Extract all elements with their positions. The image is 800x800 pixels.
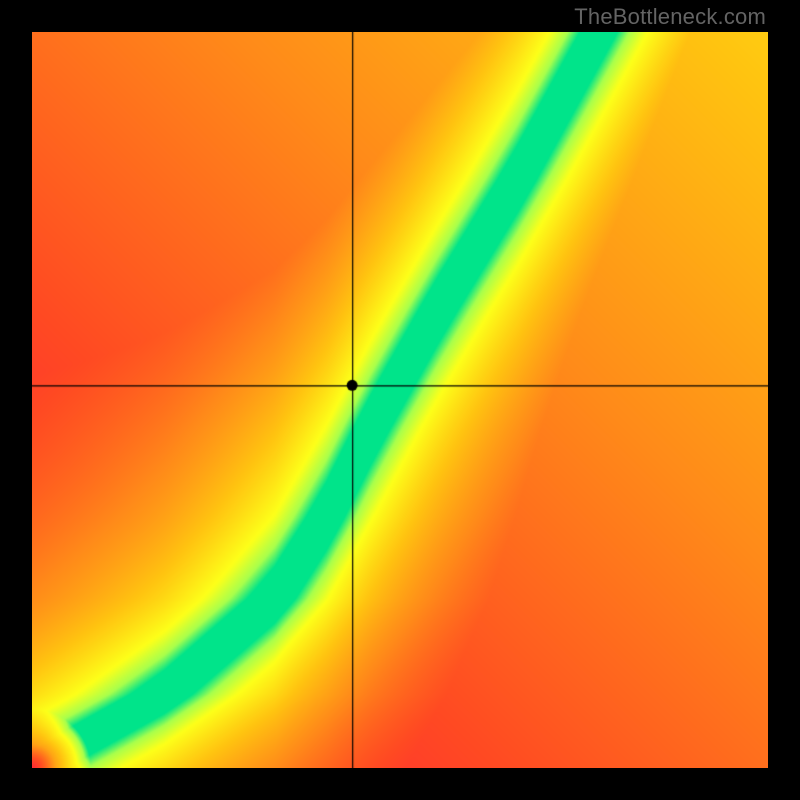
chart-container: TheBottleneck.com: [0, 0, 800, 800]
plot-area: [32, 32, 768, 768]
watermark-text: TheBottleneck.com: [574, 4, 766, 30]
heatmap-canvas: [32, 32, 768, 768]
